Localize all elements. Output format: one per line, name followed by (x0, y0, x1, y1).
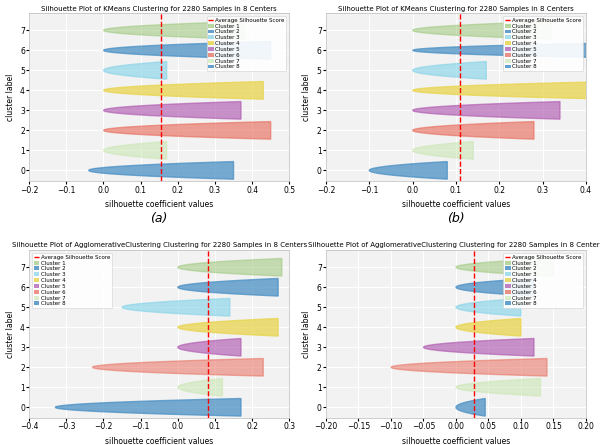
Polygon shape (103, 41, 271, 59)
Legend: Average Silhouette Score, Cluster 1, Cluster 2, Cluster 3, Cluster 4, Cluster 5,: Average Silhouette Score, Cluster 1, Clu… (503, 16, 583, 71)
Polygon shape (369, 162, 447, 179)
Polygon shape (103, 101, 241, 119)
Polygon shape (456, 259, 553, 276)
Y-axis label: cluster label: cluster label (302, 74, 311, 121)
Polygon shape (103, 61, 167, 79)
Polygon shape (103, 142, 167, 159)
Text: (a): (a) (151, 212, 168, 225)
Polygon shape (89, 162, 233, 179)
Polygon shape (413, 61, 486, 79)
Polygon shape (413, 21, 551, 39)
X-axis label: silhouette coefficient values: silhouette coefficient values (402, 437, 510, 445)
Polygon shape (424, 339, 534, 356)
Polygon shape (103, 81, 263, 99)
Polygon shape (55, 398, 241, 416)
Legend: Average Silhouette Score, Cluster 1, Cluster 2, Cluster 3, Cluster 4, Cluster 5,: Average Silhouette Score, Cluster 1, Clu… (206, 16, 286, 71)
Polygon shape (413, 121, 534, 139)
Polygon shape (178, 379, 223, 396)
Polygon shape (103, 21, 245, 39)
Y-axis label: cluster label: cluster label (302, 311, 311, 358)
Polygon shape (413, 81, 600, 99)
Polygon shape (456, 279, 534, 296)
Legend: Average Silhouette Score, Cluster 1, Cluster 2, Cluster 3, Cluster 4, Cluster 5,: Average Silhouette Score, Cluster 1, Clu… (32, 253, 112, 308)
Y-axis label: cluster label: cluster label (5, 74, 14, 121)
Legend: Average Silhouette Score, Cluster 1, Cluster 2, Cluster 3, Cluster 4, Cluster 5,: Average Silhouette Score, Cluster 1, Clu… (503, 253, 583, 308)
Polygon shape (178, 339, 241, 356)
Polygon shape (456, 398, 485, 416)
Polygon shape (413, 142, 473, 159)
Polygon shape (178, 319, 278, 336)
Y-axis label: cluster label: cluster label (5, 311, 14, 358)
Polygon shape (92, 359, 263, 376)
Title: Silhouette Plot of AgglomerativeClustering Clustering for 2280 Samples in 8 Cent: Silhouette Plot of AgglomerativeClusteri… (308, 243, 600, 248)
Polygon shape (178, 259, 282, 276)
X-axis label: silhouette coefficient values: silhouette coefficient values (105, 200, 214, 209)
Title: Silhouette Plot of AgglomerativeClustering Clustering for 2280 Samples in 8 Cent: Silhouette Plot of AgglomerativeClusteri… (11, 243, 307, 248)
X-axis label: silhouette coefficient values: silhouette coefficient values (402, 200, 510, 209)
X-axis label: silhouette coefficient values: silhouette coefficient values (105, 437, 214, 445)
Polygon shape (178, 279, 278, 296)
Text: (b): (b) (447, 212, 465, 225)
Title: Silhouette Plot of KMeans Clustering for 2280 Samples in 8 Centers: Silhouette Plot of KMeans Clustering for… (41, 5, 277, 12)
Polygon shape (456, 379, 541, 396)
Polygon shape (122, 299, 230, 316)
Polygon shape (413, 101, 560, 119)
Polygon shape (456, 299, 521, 316)
Polygon shape (413, 41, 600, 59)
Polygon shape (391, 359, 547, 376)
Polygon shape (456, 319, 521, 336)
Polygon shape (103, 121, 271, 139)
Title: Silhouette Plot of KMeans Clustering for 2280 Samples in 8 Centers: Silhouette Plot of KMeans Clustering for… (338, 5, 574, 12)
